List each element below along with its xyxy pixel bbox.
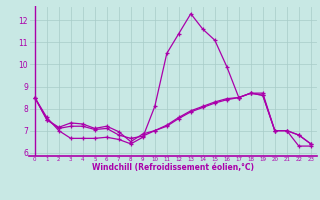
- X-axis label: Windchill (Refroidissement éolien,°C): Windchill (Refroidissement éolien,°C): [92, 163, 254, 172]
